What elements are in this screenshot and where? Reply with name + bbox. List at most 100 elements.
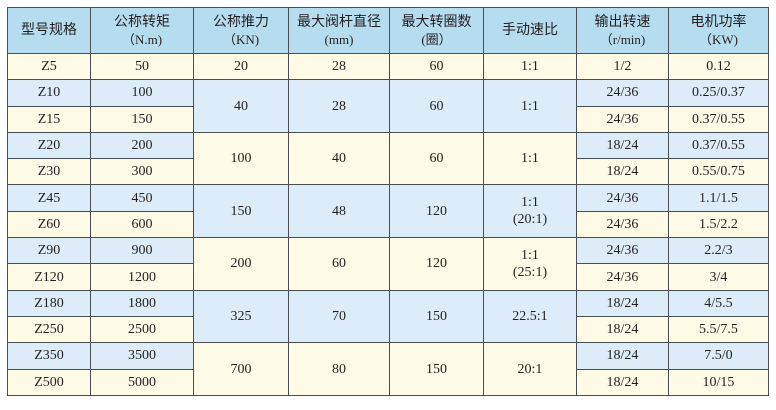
cell-motor-power: 0.55/0.75 [668,158,769,186]
cell-turns: 60 [389,131,484,186]
ratio-line: (25:1) [512,264,548,280]
cell-turns: 120 [389,184,484,239]
cell-output-speed: 18/24 [576,315,669,344]
cell-torque: 200 [90,131,194,160]
cell-stem-diameter: 80 [288,342,390,396]
cell-motor-power: 0.12 [668,52,769,81]
cell-model: Z60 [7,210,91,239]
cell-manual-ratio: 20:1 [483,342,577,396]
table-row: Z45 450 150 48 120 1:1 (20:1) 24/36 1.1/1.5 [7,184,769,239]
table-row: Z90 900 200 60 120 1:1 (25:1) 24/36 2.2/3 [7,237,769,291]
cell-torque: 1200 [90,263,194,291]
cell-motor-power: 0.37/0.55 [668,105,769,133]
header-title: 电机功率 [690,13,747,30]
table-row: Z5 50 20 28 60 1:1 1/2 0.12 [7,52,769,81]
cell-motor-power: 3/4 [668,263,769,291]
ratio-line: 1:1 [521,98,539,114]
cell-motor-power: 5.5/7.5 [668,315,769,344]
cell-stem-diameter: 48 [288,184,390,239]
cell-thrust: 200 [193,237,289,291]
ratio-line: (20:1) [512,212,548,228]
ratio-line: 1:1 [521,151,539,167]
header-title: 最大转圈数 [401,13,472,30]
table-row: Z20 200 100 40 60 1:1 18/24 0.37/0.55 [7,131,769,186]
cell-thrust: 100 [193,131,289,186]
cell-output-speed: 24/36 [576,237,669,265]
cell-torque: 3500 [90,342,194,370]
cell-output-speed: 18/24 [576,368,669,396]
cell-model: Z180 [7,289,91,317]
header-unit: （N.m) [121,31,163,47]
table-row: Z10 100 40 28 60 1:1 24/36 0.25/0.37 [7,79,769,133]
cell-torque: 50 [90,52,194,81]
cell-manual-ratio: 1:1 [483,131,577,186]
table-row: Z15 150 24/36 0.37/0.55 [7,105,769,133]
header-unit: （KW) [699,31,738,47]
cell-manual-ratio: 1:1 [483,52,577,81]
cell-model: Z30 [7,158,91,186]
cell-stem-diameter: 28 [288,52,390,81]
header-thrust: 公称推力 （KN) [193,7,289,54]
header-unit: （r/min) [599,31,646,47]
cell-model: Z5 [7,52,91,81]
cell-output-speed: 18/24 [576,289,669,317]
cell-turns: 60 [389,52,484,81]
header-title: 手动速比 [502,22,558,38]
cell-torque: 450 [90,184,194,212]
cell-motor-power: 2.2/3 [668,237,769,265]
cell-output-speed: 18/24 [576,158,669,186]
cell-model: Z500 [7,368,91,396]
cell-thrust: 150 [193,184,289,239]
ratio-line: 1:1 [521,195,539,211]
header-model: 型号规格 [7,7,91,54]
cell-motor-power: 10/15 [668,368,769,396]
cell-manual-ratio: 22.5:1 [483,289,577,344]
header-unit: （KN) [222,31,260,47]
cell-output-speed: 24/36 [576,263,669,291]
cell-output-speed: 24/36 [576,184,669,212]
cell-output-speed: 24/36 [576,79,669,107]
cell-torque: 5000 [90,368,194,396]
table-row: Z350 3500 700 80 150 20:1 18/24 7.5/0 [7,342,769,396]
cell-torque: 100 [90,79,194,107]
header-title: 公称转矩 [114,13,170,30]
cell-motor-power: 1.1/1.5 [668,184,769,212]
cell-turns: 120 [389,237,484,291]
header-turns: 最大转圈数 (圈） [389,7,484,54]
cell-turns: 150 [389,342,484,396]
cell-motor-power: 0.25/0.37 [668,79,769,107]
cell-output-speed: 18/24 [576,131,669,160]
header-title: 最大阀杆直径 [297,13,381,30]
header-stem-diameter: 最大阀杆直径 (mm) [288,7,390,54]
table-header: 型号规格 公称转矩 （N.m) 公称推力 （KN) 最大阀杆直径 (mm) 最大转圈数 (圈）手… [7,7,769,54]
cell-output-speed: 1/2 [576,52,669,81]
cell-torque: 1800 [90,289,194,317]
header-output-speed: 输出转速 （r/min) [576,7,669,54]
cell-output-speed: 24/36 [576,210,669,239]
cell-thrust: 700 [193,342,289,396]
cell-output-speed: 24/36 [576,105,669,133]
cell-motor-power: 1.5/2.2 [668,210,769,239]
header-unit: (圈） [421,31,452,47]
cell-model: Z120 [7,263,91,291]
cell-model: Z250 [7,315,91,344]
header-title: 公称推力 [213,13,269,30]
cell-output-speed: 18/24 [576,342,669,370]
header-motor-power: 电机功率 （KW) [668,7,769,54]
table-row: Z120 1200 24/36 3/4 [7,263,769,291]
cell-stem-diameter: 40 [288,131,390,186]
cell-model: Z15 [7,105,91,133]
cell-motor-power: 4/5.5 [668,289,769,317]
ratio-line: 22.5:1 [512,308,548,324]
table-row: Z500 5000 18/24 10/15 [7,368,769,396]
cell-turns: 60 [389,79,484,133]
cell-model: Z45 [7,184,91,212]
cell-thrust: 20 [193,52,289,81]
ratio-line: 1:1 [521,59,539,75]
cell-torque: 300 [90,158,194,186]
ratio-line: 20:1 [517,361,543,377]
cell-motor-power: 0.37/0.55 [668,131,769,160]
ratio-line: 1:1 [521,247,539,263]
cell-model: Z20 [7,131,91,160]
cell-torque: 900 [90,237,194,265]
